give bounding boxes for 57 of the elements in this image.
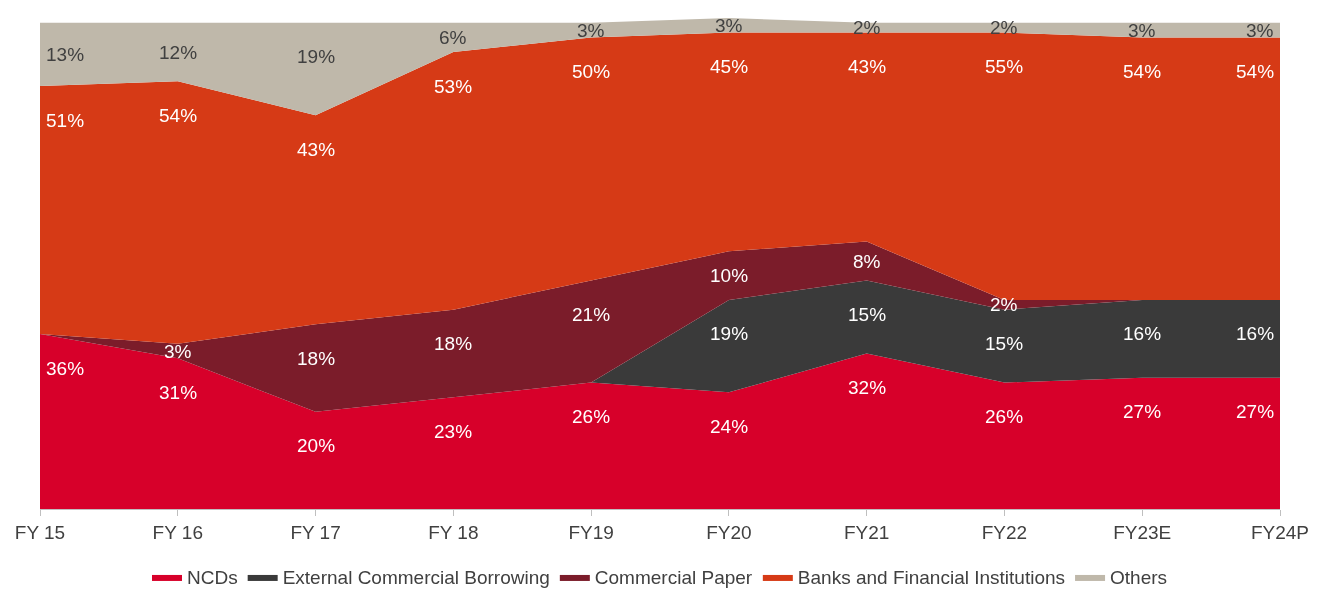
data-label: 54% [1236, 61, 1275, 82]
data-label: 54% [159, 105, 198, 126]
data-label: 31% [159, 382, 198, 403]
data-label: 16% [1236, 323, 1275, 344]
data-label: 21% [572, 304, 611, 325]
data-label: 2% [990, 294, 1018, 315]
data-label: 6% [439, 27, 467, 48]
data-label: 50% [572, 61, 611, 82]
data-label: 45% [710, 56, 749, 77]
data-label: 10% [710, 265, 749, 286]
x-tick-label: FY22 [981, 521, 1028, 543]
data-label: 54% [1123, 61, 1162, 82]
data-label: 43% [297, 139, 336, 160]
x-tick-label: FY 16 [152, 521, 203, 543]
data-label: 8% [853, 251, 881, 272]
data-label: 27% [1123, 401, 1162, 422]
data-label: 16% [1123, 323, 1162, 344]
x-tick-label: FY23E [1113, 521, 1172, 543]
data-label: 53% [434, 76, 473, 97]
data-label: 20% [297, 435, 336, 456]
x-tick-label: FY 18 [428, 521, 479, 543]
data-label: 13% [46, 44, 85, 65]
data-label: 3% [164, 341, 192, 362]
legend-label: Commercial Paper [594, 567, 753, 589]
legend-label: Banks and Financial Institutions [797, 567, 1066, 589]
data-label: 12% [159, 42, 198, 63]
x-tick-label: FY 17 [290, 521, 341, 543]
data-label: 26% [572, 406, 611, 427]
data-label: 36% [46, 358, 85, 379]
data-label: 23% [434, 421, 473, 442]
data-label: 3% [1246, 20, 1274, 41]
data-label: 43% [848, 56, 887, 77]
data-label: 15% [985, 333, 1024, 354]
data-label: 55% [985, 56, 1024, 77]
data-label: 26% [985, 406, 1024, 427]
data-label: 27% [1236, 401, 1275, 422]
legend-label: External Commercial Borrowing [282, 567, 550, 589]
data-label: 3% [577, 20, 605, 41]
data-label: 2% [853, 17, 881, 38]
data-label: 32% [848, 377, 887, 398]
legend-label: Others [1110, 567, 1168, 589]
x-tick-label: FY24P [1250, 521, 1310, 543]
data-label: 18% [434, 333, 473, 354]
x-tick-label: FY21 [843, 521, 890, 543]
data-label: 19% [710, 323, 749, 344]
data-label: 24% [710, 416, 749, 437]
data-label: 2% [990, 17, 1018, 38]
x-tick-label: FY19 [568, 521, 614, 543]
data-label: 18% [297, 348, 336, 369]
x-tick-label: FY20 [706, 521, 752, 543]
data-label: 19% [297, 46, 336, 67]
x-tick-label: FY 15 [14, 521, 66, 543]
legend-label: NCDs [187, 567, 238, 589]
data-label: 3% [715, 15, 743, 36]
data-label: 51% [46, 110, 85, 131]
data-label: 15% [848, 304, 887, 325]
data-label: 3% [1128, 20, 1156, 41]
